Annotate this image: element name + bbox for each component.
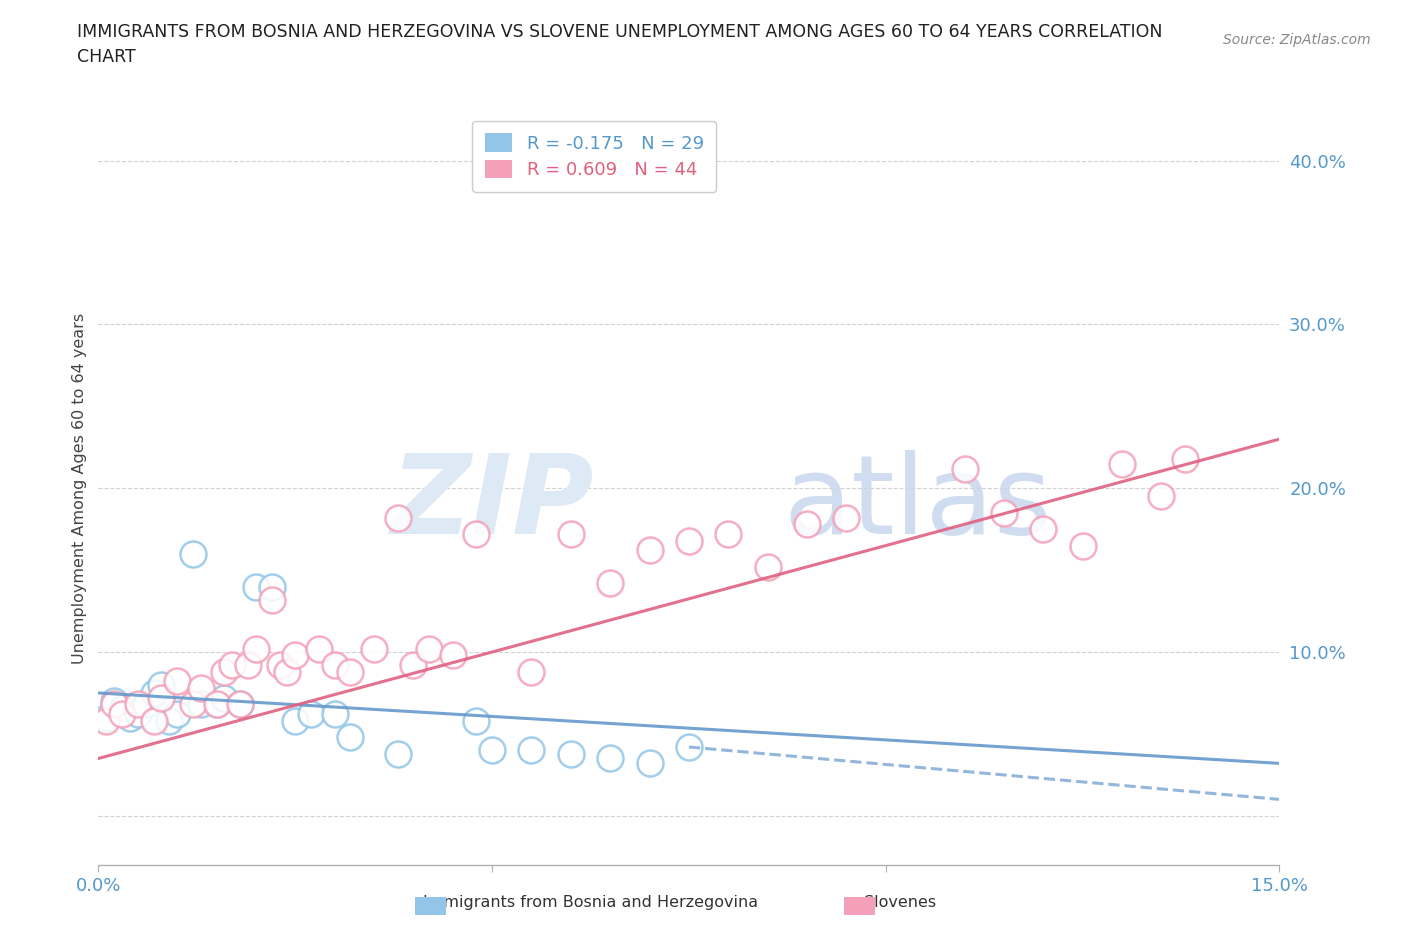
Point bbox=[560, 746, 582, 761]
Point bbox=[441, 648, 464, 663]
Point bbox=[96, 713, 118, 728]
Point bbox=[190, 697, 212, 711]
Point bbox=[678, 533, 700, 548]
Text: atlas: atlas bbox=[783, 450, 1052, 557]
Point bbox=[465, 526, 488, 541]
Point bbox=[276, 664, 298, 679]
Legend: R = -0.175   N = 29, R = 0.609   N = 44: R = -0.175 N = 29, R = 0.609 N = 44 bbox=[472, 121, 717, 192]
Point bbox=[638, 543, 661, 558]
Text: Slovenes: Slovenes bbox=[863, 895, 936, 910]
Point bbox=[181, 697, 204, 711]
Point bbox=[638, 756, 661, 771]
Point bbox=[339, 730, 361, 745]
Point bbox=[181, 546, 204, 561]
Point bbox=[465, 713, 488, 728]
Point bbox=[418, 642, 440, 657]
Point bbox=[756, 560, 779, 575]
Point bbox=[1071, 538, 1094, 553]
Point bbox=[599, 576, 621, 591]
Text: ZIP: ZIP bbox=[391, 450, 595, 557]
Point bbox=[157, 713, 180, 728]
Point bbox=[520, 664, 543, 679]
Point bbox=[103, 697, 125, 711]
Point bbox=[796, 517, 818, 532]
Point bbox=[205, 697, 228, 711]
Point bbox=[229, 697, 252, 711]
Point bbox=[205, 697, 228, 711]
Point bbox=[166, 674, 188, 689]
Point bbox=[284, 648, 307, 663]
Y-axis label: Unemployment Among Ages 60 to 64 years: Unemployment Among Ages 60 to 64 years bbox=[72, 312, 87, 664]
Point bbox=[387, 746, 409, 761]
Point bbox=[245, 642, 267, 657]
Point bbox=[308, 642, 330, 657]
Point bbox=[127, 697, 149, 711]
Point bbox=[150, 690, 173, 705]
Point bbox=[111, 702, 134, 717]
Point bbox=[481, 743, 503, 758]
Point bbox=[260, 579, 283, 594]
Point bbox=[835, 511, 858, 525]
Point bbox=[402, 658, 425, 672]
Point bbox=[260, 592, 283, 607]
Point bbox=[214, 690, 236, 705]
Point bbox=[1111, 457, 1133, 472]
Text: IMMIGRANTS FROM BOSNIA AND HERZEGOVINA VS SLOVENE UNEMPLOYMENT AMONG AGES 60 TO : IMMIGRANTS FROM BOSNIA AND HERZEGOVINA V… bbox=[77, 23, 1163, 41]
Point bbox=[993, 505, 1015, 520]
Text: Source: ZipAtlas.com: Source: ZipAtlas.com bbox=[1223, 33, 1371, 46]
Point bbox=[221, 658, 243, 672]
Point bbox=[363, 642, 385, 657]
Point bbox=[118, 711, 141, 725]
Point bbox=[111, 707, 134, 722]
Point bbox=[269, 658, 291, 672]
Point bbox=[236, 658, 259, 672]
Point bbox=[1032, 522, 1054, 537]
Point bbox=[323, 707, 346, 722]
Point bbox=[1150, 489, 1173, 504]
Point bbox=[103, 694, 125, 709]
Point bbox=[150, 677, 173, 692]
Point bbox=[1174, 451, 1197, 466]
Text: CHART: CHART bbox=[77, 48, 136, 66]
Point bbox=[190, 681, 212, 696]
Point bbox=[284, 713, 307, 728]
Point bbox=[599, 751, 621, 766]
Point bbox=[560, 526, 582, 541]
Point bbox=[214, 664, 236, 679]
Point bbox=[245, 579, 267, 594]
Point bbox=[717, 526, 740, 541]
Point bbox=[520, 743, 543, 758]
Point bbox=[127, 707, 149, 722]
Point bbox=[387, 511, 409, 525]
Text: Immigrants from Bosnia and Herzegovina: Immigrants from Bosnia and Herzegovina bbox=[423, 895, 758, 910]
Point bbox=[229, 697, 252, 711]
Point bbox=[166, 707, 188, 722]
Point bbox=[142, 713, 165, 728]
Point bbox=[142, 685, 165, 700]
Point bbox=[678, 739, 700, 754]
Point bbox=[96, 711, 118, 725]
Point bbox=[135, 697, 157, 711]
Point bbox=[339, 664, 361, 679]
Point bbox=[323, 658, 346, 672]
Point bbox=[953, 461, 976, 476]
Point bbox=[299, 707, 322, 722]
